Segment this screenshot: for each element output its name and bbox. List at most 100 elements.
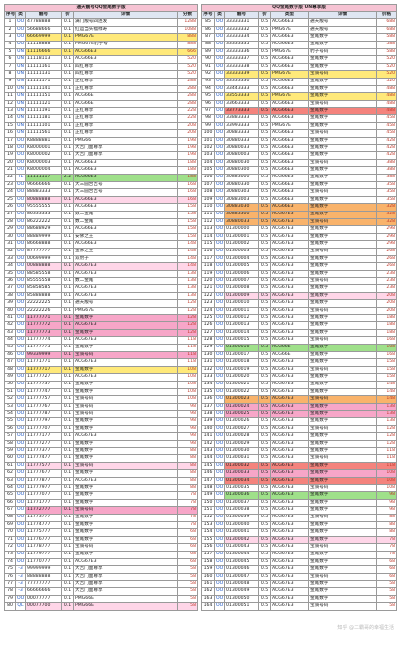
cell: 68 xyxy=(176,528,199,537)
cell: ACG67E3 xyxy=(270,602,309,611)
cell: 158 xyxy=(375,365,398,375)
cell: OO xyxy=(15,557,26,567)
cell: ACG67E3 xyxy=(270,454,309,463)
cell: 134 xyxy=(201,380,215,389)
table-row: 152 OO 01300039 0.5 ACG67E3 宝骑号码 88 xyxy=(201,513,398,522)
cell: OO xyxy=(15,33,26,42)
cell: PMG67E xyxy=(73,33,178,42)
table-row: 55 OO 11777797 0.1 金尾数字 98 xyxy=(4,417,199,426)
cell: 46 xyxy=(4,350,16,360)
cell: OO xyxy=(214,25,225,35)
cell: 金尾数字 xyxy=(308,520,377,530)
table-row: 74 OO 11770777 0.1 ACG67E3 68 xyxy=(4,557,199,567)
cell: 87777777 xyxy=(25,247,62,256)
cell: OO xyxy=(15,417,26,426)
cell: UN xyxy=(15,114,26,123)
cell: 01300012 xyxy=(224,313,259,323)
cell: 88883333 xyxy=(25,188,62,197)
cell: 11779777 xyxy=(25,550,62,559)
cell: 52 xyxy=(4,395,16,404)
cell: 11777577 xyxy=(25,461,62,471)
table-row: 90 OO 33333337 0.5 ACG66E3 金尾数字 520 xyxy=(201,55,398,64)
cell: 149 xyxy=(201,491,215,500)
cell: OO xyxy=(15,483,26,493)
cell: OO xyxy=(214,439,225,449)
cell: ACG67E3 xyxy=(73,476,178,486)
table-row: 151 OO 01300038 0.5 ACG67E3 金尾数字 98 xyxy=(201,506,398,515)
table-row: 58 OO 11777277 0.1 金尾数字 98 xyxy=(4,439,199,449)
table-row: 86 OO 33333332 0.5 PMG67E 通天靓号 688 xyxy=(201,25,398,35)
cell: 0.1 xyxy=(61,262,74,271)
cell: OO xyxy=(214,380,225,389)
cell: 11774777 xyxy=(25,520,62,530)
cell: ACG67E3 xyxy=(270,387,309,397)
cell: 121 xyxy=(201,284,215,293)
cell: 11773777 xyxy=(25,513,62,522)
cell: ACG67E3 xyxy=(73,284,178,293)
cell: 115 xyxy=(201,240,215,249)
cell: 0.1 xyxy=(61,180,74,190)
cell: 111 xyxy=(201,210,215,219)
cell: 36 xyxy=(4,277,16,286)
cell: 358 xyxy=(375,180,398,190)
cell: ACG67E3 xyxy=(270,572,309,582)
table-row: 96 OO 33663333 0.5 ACG66E3 宝骑号码 488 xyxy=(201,99,398,109)
cell: 双豹子 xyxy=(73,254,178,264)
cell: 0.1 xyxy=(61,395,74,404)
cell: 188 xyxy=(176,166,199,175)
cell: 58 xyxy=(375,602,398,611)
table-row: 144 OO 01300031 0.5 ACG67E3 宝骑号码 118 xyxy=(201,454,398,463)
cell: 148 xyxy=(176,240,199,249)
cell: OO xyxy=(15,136,26,146)
cell: 328 xyxy=(375,203,398,212)
cell: 11777772 xyxy=(25,321,62,330)
cell: 11116666 xyxy=(25,47,62,57)
cell: 66669999 xyxy=(25,33,62,42)
cell: ACG67E3 xyxy=(270,358,309,367)
cell: ACG67E3 xyxy=(73,262,178,271)
cell: 30880003 xyxy=(224,151,259,160)
cell: 58 xyxy=(176,587,199,596)
table-row: 138 OO 01300025 0.5 ACG67E3 金尾数字 138 xyxy=(201,410,398,419)
table-row: 24 OO 88883333 0.1 大三圆合吉号 168 xyxy=(4,188,199,197)
cell: 01300016 xyxy=(224,343,259,352)
table-row: 48 OO 11777717 0.1 金尾数字 108 xyxy=(4,365,199,375)
cell: 0.5 xyxy=(258,240,271,249)
cell: OO xyxy=(15,550,26,559)
cell: 90 xyxy=(201,55,215,64)
cell: 2.2 xyxy=(61,173,74,183)
cell: 118 xyxy=(176,358,199,367)
cell: 92 xyxy=(201,70,215,79)
cell: 0.1 xyxy=(61,483,74,493)
cell: 金尾数字 xyxy=(73,424,178,434)
table-row: 164 OO 01300051 0.5 ACG67E3 宝骑号码 58 xyxy=(201,602,398,611)
cell: OO xyxy=(214,402,225,412)
cell: 139 xyxy=(201,417,215,426)
cell: UN xyxy=(15,47,26,57)
cell: 138 xyxy=(176,269,199,279)
cell: 33 xyxy=(4,254,16,264)
table-row: 23 OO 96666666 0.1 大三圆合吉号 168 xyxy=(4,180,199,190)
table-row: 153 OO 01300040 0.5 ACG67E3 金尾数字 88 xyxy=(201,520,398,530)
cell: 0.5 xyxy=(258,291,271,301)
cell: OO xyxy=(15,166,26,175)
table-row: 125 OO 01300012 0.5 ACG67E3 金尾数字 188 xyxy=(201,313,398,323)
cell: 正红尊享 xyxy=(73,84,178,94)
cell: 123 xyxy=(201,299,215,308)
cell: 金尾数字 xyxy=(73,328,178,338)
cell: ACG66E3 xyxy=(270,195,309,205)
cell: 0.5 xyxy=(258,572,271,582)
table-row: 56 OO 11777707 0.1 金尾数字 98 xyxy=(4,424,199,434)
cell: 宝骑号码 xyxy=(308,454,377,463)
cell: OO xyxy=(15,313,26,323)
cell: 33333335 xyxy=(224,40,259,49)
cell: 金尾数字 xyxy=(73,447,178,456)
cell: ACG67E3 xyxy=(270,410,309,419)
cell: 0.5 xyxy=(258,439,271,449)
cell: 0.5 xyxy=(258,395,271,404)
cell: 0.5 xyxy=(258,387,271,397)
cell: 01300050 xyxy=(224,594,259,604)
cell: 37 xyxy=(4,284,16,293)
cell: 0.5 xyxy=(258,203,271,212)
cell: OO xyxy=(214,40,225,49)
